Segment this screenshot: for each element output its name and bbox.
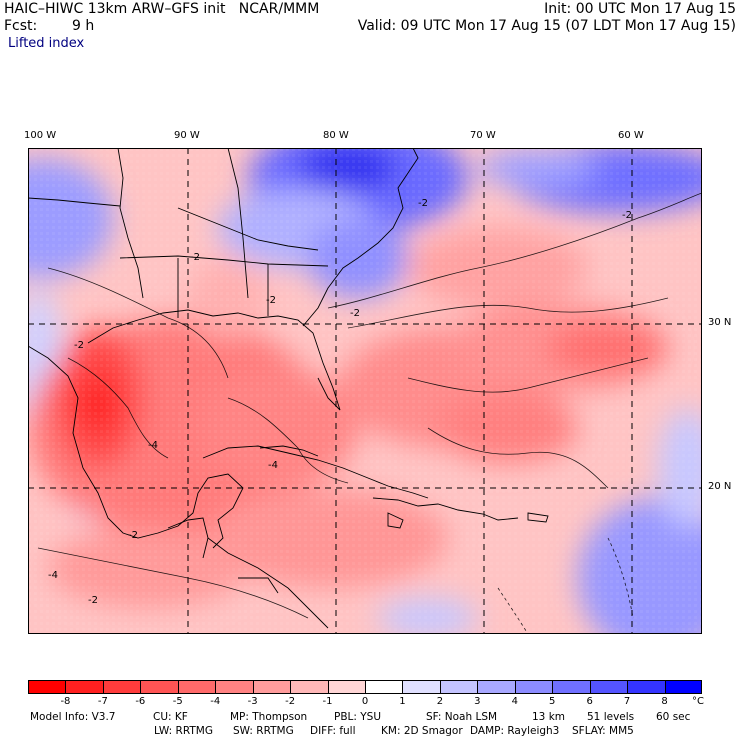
colorbar-tick-label: 3 (474, 696, 481, 707)
colorbar-tick-mark (402, 680, 404, 694)
colorbar-swatch (402, 680, 441, 694)
contour-label-group: -2 -2 -2 -2 -2 -2 -4 -4 -4 -2 -2 (48, 198, 632, 606)
lon-label-100w: 100 W (24, 130, 57, 141)
contour-label: -2 (266, 295, 276, 306)
footer-sw: SW: RRTMG (233, 725, 294, 737)
coastlines (28, 148, 549, 629)
colorbar-tick-label: -5 (172, 696, 183, 707)
colorbar-swatch (28, 680, 66, 694)
colorbar-swatch (589, 680, 628, 694)
colorbar-tick-label: -6 (135, 696, 146, 707)
lon-label-60w: 60 W (618, 130, 644, 141)
footer-model-info: Model Info: V3.7 (30, 711, 116, 723)
colorbar-tick-label: 2 (436, 696, 444, 707)
colorbar-tick-mark (514, 680, 516, 694)
footer-pbl: PBL: YSU (334, 711, 382, 723)
model-title: HAIC–HIWC 13km ARW–GFS init NCAR/MMM (4, 1, 320, 17)
contour-label: -2 (350, 308, 360, 319)
lon-label-80w: 80 W (323, 130, 349, 141)
footer-sflay: SFLAY: MM5 (572, 725, 634, 737)
colorbar-swatch (627, 680, 666, 694)
colorbar-swatch (177, 680, 216, 694)
footer-resolution: 13 km (532, 711, 566, 723)
colorbar-tick-label: -1 (322, 696, 333, 707)
forecast-label: Fcst: (4, 18, 38, 34)
contour-label: -2 (622, 210, 632, 221)
colorbar-tick-mark (664, 680, 666, 694)
footer-lw: LW: RRTMG (154, 725, 213, 737)
colorbar-tick-mark (102, 680, 104, 694)
colorbar-tick-mark (140, 680, 142, 694)
colorbar-swatch (102, 680, 141, 694)
colorbar-tick-label: 8 (661, 696, 668, 707)
colorbar-swatch (439, 680, 478, 694)
contour-label: -2 (190, 252, 200, 263)
contour-label: -2 (128, 530, 138, 541)
colorbar-tick-label: -2 (285, 696, 296, 707)
colorbar-swatch (514, 680, 553, 694)
colorbar-tick-label: 4 (511, 696, 518, 707)
colorbar-tick-mark (477, 680, 479, 694)
contour-label: -2 (74, 340, 84, 351)
colorbar-swatch (664, 680, 703, 694)
footer-km: KM: 2D Smagor (381, 725, 463, 737)
footer-levels: 51 levels (587, 711, 635, 723)
contour-label: -2 (418, 198, 428, 209)
colorbar-tick-mark (290, 680, 292, 694)
contour-label: -4 (268, 460, 278, 471)
footer-timestep: 60 sec (656, 711, 691, 723)
field-name: Lifted index (8, 36, 85, 51)
colorbar-swatch (252, 680, 291, 694)
colorbar-unit: °C (692, 696, 704, 707)
footer-damp: DAMP: Rayleigh3 (470, 725, 560, 737)
colorbar-tick-label: 6 (586, 696, 593, 707)
colorbar-tick-label: -3 (247, 696, 258, 707)
map-frame (28, 148, 702, 634)
colorbar-tick-mark (589, 680, 591, 694)
colorbar-tick-mark (365, 680, 366, 694)
colorbar-tick-label: 7 (623, 696, 631, 707)
colorbar-tick-mark (65, 680, 67, 694)
lon-label-90w: 90 W (174, 130, 200, 141)
field-shading (28, 148, 702, 634)
contour-label: -4 (48, 570, 58, 581)
colorbar-tick-label: 1 (399, 696, 406, 707)
forecast-hour: 9 h (72, 18, 95, 34)
colorbar-swatch (215, 680, 254, 694)
lat-label-30n: 30 N (708, 317, 732, 328)
footer-cu: CU: KF (153, 711, 188, 723)
footer-sf: SF: Noah LSM (426, 711, 498, 723)
init-time: Init: 00 UTC Mon 17 Aug 15 (544, 1, 736, 17)
colorbar-tick-label: -8 (60, 696, 71, 707)
footer-mp: MP: Thompson (230, 711, 308, 723)
colorbar-tick-label: 0 (361, 696, 369, 707)
colorbar-swatch (365, 680, 403, 694)
colorbar-tick-label: 5 (549, 696, 556, 707)
colorbar-tick-label: -4 (210, 696, 221, 707)
colorbar-tick-label: -7 (97, 696, 108, 707)
lifted-index-map: -2 -2 -2 -2 -2 -2 -4 -4 -4 -2 -2 (28, 148, 702, 634)
valid-time: Valid: 09 UTC Mon 17 Aug 15 (07 LDT Mon … (357, 18, 736, 34)
colorbar-swatch (65, 680, 104, 694)
colorbar-tick-mark (177, 680, 179, 694)
colorbar-tick-mark (552, 680, 554, 694)
colorbar-tick-mark (252, 680, 254, 694)
graticule (28, 148, 702, 634)
contour-label: -2 (88, 595, 98, 606)
colorbar-tick-mark (439, 680, 441, 694)
colorbar-tick-mark (327, 680, 329, 694)
footer-diff: DIFF: full (310, 725, 356, 737)
colorbar-tick-mark (627, 680, 629, 694)
colorbar-tick-mark (215, 680, 217, 694)
colorbar-swatch (552, 680, 591, 694)
colorbar-swatch (477, 680, 516, 694)
colorbar-swatch (327, 680, 366, 694)
contour-label: -4 (148, 440, 158, 451)
colorbar-swatch (290, 680, 329, 694)
contours (37, 192, 702, 634)
lon-label-70w: 70 W (470, 130, 496, 141)
lat-label-20n: 20 N (708, 481, 732, 492)
colorbar-swatch (140, 680, 179, 694)
